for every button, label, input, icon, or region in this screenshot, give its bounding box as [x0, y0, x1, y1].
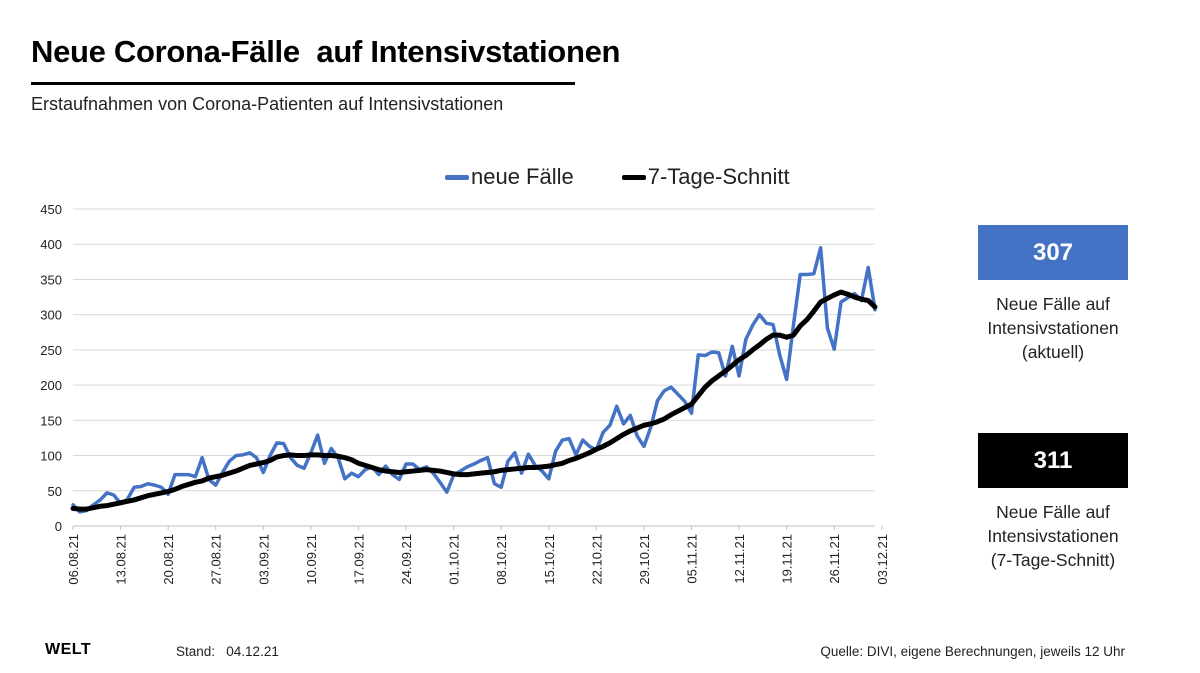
welt-logo: WELT — [45, 641, 92, 658]
series-line-7day-average — [70, 289, 878, 512]
x-tick-label: 17.09.21 — [351, 534, 366, 585]
x-tick-label: 19.11.21 — [780, 534, 795, 584]
series-line-new-cases — [71, 245, 877, 514]
y-tick-label: 400 — [40, 237, 62, 252]
title-underline — [31, 82, 575, 85]
y-tick-label: 200 — [40, 378, 62, 393]
y-tick-label: 0 — [55, 519, 62, 534]
x-tick-label: 08.10.21 — [494, 534, 509, 585]
kpi-current-label-line: Neue Fälle auf — [996, 294, 1110, 314]
kpi-7day-average: 311 Neue Fälle auf Intensivstationen (7-… — [978, 433, 1128, 572]
x-tick-label: 05.11.21 — [684, 534, 699, 584]
kpi-current: 307 Neue Fälle auf Intensivstationen (ak… — [978, 225, 1128, 364]
x-tick-label: 29.10.21 — [637, 534, 652, 585]
x-tick-label: 20.08.21 — [161, 534, 176, 585]
x-tick-label: 15.10.21 — [542, 534, 557, 585]
kpi-7day-average-label-line: Neue Fälle auf — [996, 502, 1110, 522]
kpi-current-label: Neue Fälle auf Intensivstationen (aktuel… — [978, 292, 1128, 364]
legend-label-new-cases: neue Fälle — [471, 164, 574, 189]
x-tick-label: 22.10.21 — [589, 534, 604, 585]
x-tick-label: 01.10.21 — [447, 534, 462, 585]
kpi-7day-average-label-line: (7-Tage-Schnitt) — [990, 550, 1116, 570]
x-tick-label: 13.08.21 — [114, 534, 129, 585]
kpi-current-label-line: Intensivstationen — [987, 318, 1119, 338]
page-subtitle: Erstaufnahmen von Corona-Patienten auf I… — [31, 94, 504, 114]
kpi-7day-average-label-line: Intensivstationen — [987, 526, 1119, 546]
x-tick-label: 12.11.21 — [732, 534, 747, 584]
y-tick-label: 450 — [40, 202, 62, 217]
y-tick-label: 250 — [40, 343, 62, 358]
x-tick-label: 03.12.21 — [875, 534, 890, 585]
kpi-7day-average-label: Neue Fälle auf Intensivstationen (7-Tage… — [978, 500, 1128, 572]
footer-stand-date: Stand: 04.12.21 — [176, 644, 279, 659]
footer-source: Quelle: DIVI, eigene Berechnungen, jewei… — [820, 644, 1125, 659]
x-tick-label: 10.09.21 — [304, 534, 319, 585]
legend-item-7day-average[interactable]: 7-Tage-Schnitt — [621, 164, 790, 190]
y-tick-label: 150 — [40, 413, 62, 428]
x-tick-label: 24.09.21 — [399, 534, 414, 585]
y-tick-label: 50 — [48, 484, 62, 499]
legend-swatch-7day-average — [621, 174, 646, 180]
legend-label-7day-average: 7-Tage-Schnitt — [647, 164, 790, 189]
legend-item-new-cases[interactable]: neue Fälle — [445, 164, 574, 190]
x-tick-label: 26.11.21 — [827, 534, 842, 584]
x-tick-label: 06.08.21 — [66, 534, 81, 585]
y-tick-label: 300 — [40, 308, 62, 323]
kpi-current-value: 307 — [978, 225, 1128, 280]
page-title: Neue Corona-Fälle auf Intensivstationen — [31, 34, 621, 69]
legend-swatch-new-cases — [445, 174, 469, 180]
kpi-7day-average-value: 311 — [978, 433, 1128, 488]
y-tick-label: 100 — [40, 449, 62, 464]
kpi-current-label-line: (aktuell) — [1021, 342, 1085, 362]
x-tick-label: 03.09.21 — [256, 534, 271, 585]
chart-legend: neue Fälle 7-Tage-Schnitt — [445, 164, 838, 190]
y-tick-label: 350 — [40, 272, 62, 287]
line-chart: 0 50 100 150 200 250 300 350 400 450 06.08.21 13.08… — [40, 202, 890, 585]
x-tick-label: 27.08.21 — [209, 534, 224, 585]
